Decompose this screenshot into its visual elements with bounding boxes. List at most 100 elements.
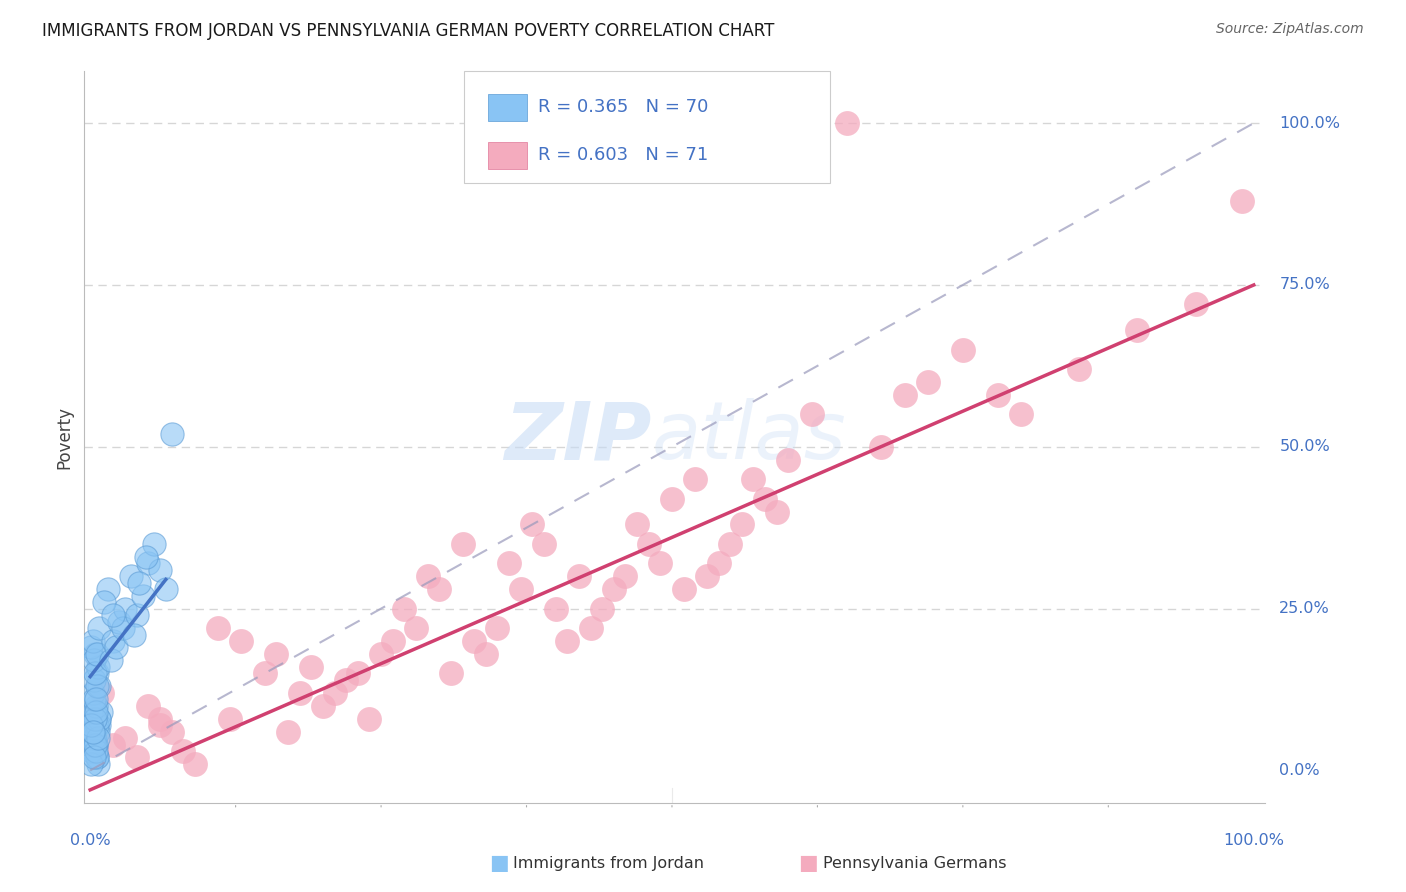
Point: [149, 563, 172, 577]
Point: [83, 731, 105, 745]
Point: [277, 724, 299, 739]
Point: [90, 686, 112, 700]
Point: [381, 634, 404, 648]
Point: [86, 666, 108, 681]
Point: [83, 738, 105, 752]
Point: [125, 750, 148, 764]
Point: [86, 679, 108, 693]
Point: [683, 472, 706, 486]
Point: [626, 517, 648, 532]
Point: [82, 634, 104, 648]
Text: 75.0%: 75.0%: [1279, 277, 1330, 293]
Point: [155, 582, 177, 597]
Point: [160, 724, 183, 739]
Text: Pennsylvania Germans: Pennsylvania Germans: [823, 856, 1007, 871]
Point: [917, 375, 939, 389]
Point: [108, 615, 131, 629]
Point: [82, 724, 104, 739]
Point: [89, 679, 111, 693]
Point: [1230, 194, 1253, 208]
Point: [416, 569, 439, 583]
Point: [160, 426, 183, 441]
Point: [89, 621, 111, 635]
Point: [138, 698, 160, 713]
Point: [870, 440, 893, 454]
Point: [104, 640, 127, 655]
Point: [97, 582, 120, 597]
Point: [86, 750, 108, 764]
Point: [103, 634, 125, 648]
Point: [84, 744, 107, 758]
Point: [370, 647, 392, 661]
Point: [323, 686, 346, 700]
Point: [120, 569, 142, 583]
Point: [82, 686, 104, 700]
Text: 25.0%: 25.0%: [1279, 601, 1330, 616]
Point: [394, 601, 416, 615]
Point: [498, 557, 520, 571]
Point: [1010, 408, 1032, 422]
Point: [440, 666, 463, 681]
Point: [754, 491, 776, 506]
Point: [405, 621, 427, 635]
Point: [1069, 362, 1091, 376]
Point: [84, 692, 107, 706]
Point: [1184, 297, 1206, 311]
Point: [80, 756, 103, 771]
Point: [731, 517, 754, 532]
Point: [87, 756, 110, 771]
Point: [218, 712, 240, 726]
Point: [124, 627, 146, 641]
Text: 0.0%: 0.0%: [1279, 763, 1320, 778]
Point: [463, 634, 485, 648]
Point: [89, 712, 111, 726]
Text: ZIP: ZIP: [503, 398, 651, 476]
Text: R = 0.365   N = 70: R = 0.365 N = 70: [538, 98, 709, 116]
Point: [299, 660, 322, 674]
Point: [83, 718, 105, 732]
Text: ■: ■: [489, 854, 509, 873]
Point: [100, 653, 122, 667]
Point: [475, 647, 498, 661]
Point: [114, 731, 136, 745]
Point: [80, 640, 103, 655]
Point: [427, 582, 450, 597]
Point: [83, 647, 105, 661]
Point: [80, 731, 103, 745]
Text: ■: ■: [799, 854, 818, 873]
Text: Source: ZipAtlas.com: Source: ZipAtlas.com: [1216, 22, 1364, 37]
Text: IMMIGRANTS FROM JORDAN VS PENNSYLVANIA GERMAN POVERTY CORRELATION CHART: IMMIGRANTS FROM JORDAN VS PENNSYLVANIA G…: [42, 22, 775, 40]
Point: [86, 750, 108, 764]
Point: [138, 557, 160, 571]
Point: [533, 537, 555, 551]
Point: [661, 491, 683, 506]
Point: [707, 557, 730, 571]
Point: [696, 569, 718, 583]
Point: [114, 601, 136, 615]
Point: [522, 517, 544, 532]
Point: [80, 744, 103, 758]
Point: [591, 601, 613, 615]
Text: R = 0.603   N = 71: R = 0.603 N = 71: [538, 146, 709, 164]
Point: [312, 698, 335, 713]
Point: [451, 537, 474, 551]
Point: [93, 595, 115, 609]
Point: [893, 388, 915, 402]
Point: [637, 537, 659, 551]
Point: [84, 738, 107, 752]
Point: [86, 718, 108, 732]
Point: [83, 653, 105, 667]
Point: [82, 712, 104, 726]
Point: [579, 621, 602, 635]
Point: [128, 575, 150, 590]
Point: [172, 744, 194, 758]
Point: [288, 686, 311, 700]
Point: [83, 731, 105, 745]
Point: [87, 724, 110, 739]
Point: [83, 712, 105, 726]
Point: [765, 504, 787, 518]
Point: [83, 673, 105, 687]
Text: 100.0%: 100.0%: [1279, 116, 1340, 130]
Text: 100.0%: 100.0%: [1223, 833, 1284, 848]
Point: [568, 569, 591, 583]
